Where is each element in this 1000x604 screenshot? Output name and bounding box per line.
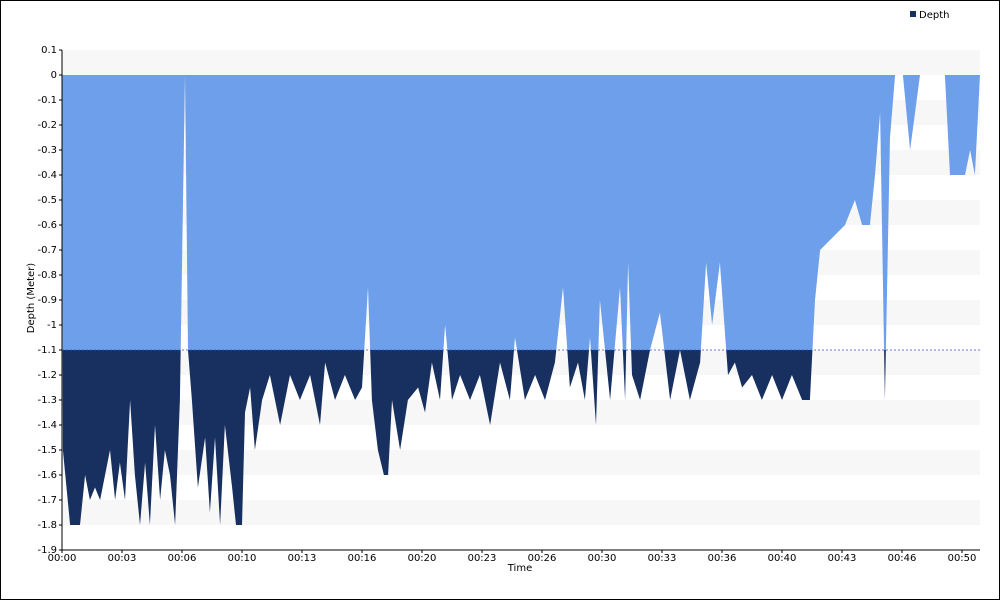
y-tick-label: -1.2 bbox=[37, 370, 57, 381]
legend-label: Depth bbox=[919, 10, 949, 21]
x-tick-label: 00:00 bbox=[48, 553, 77, 564]
x-tick-label: 00:50 bbox=[948, 553, 977, 564]
x-tick-label: 00:13 bbox=[288, 553, 317, 564]
y-tick-label: -0.8 bbox=[37, 270, 57, 281]
y-axis-title: Depth (Meter) bbox=[26, 263, 37, 334]
y-tick-label: -1.4 bbox=[37, 420, 57, 431]
area-lower bbox=[62, 350, 886, 525]
y-tick-label: 0 bbox=[51, 70, 57, 81]
grid-band bbox=[62, 50, 980, 75]
legend-swatch bbox=[910, 11, 916, 17]
y-tick-label: -1.7 bbox=[37, 495, 57, 506]
x-tick-label: 00:46 bbox=[888, 553, 917, 564]
y-tick-label: -1.5 bbox=[37, 445, 57, 456]
y-tick-label: -1.9 bbox=[37, 545, 57, 556]
x-tick-label: 00:33 bbox=[648, 553, 677, 564]
x-tick-label: 00:36 bbox=[708, 553, 737, 564]
x-tick-label: 00:23 bbox=[468, 553, 497, 564]
y-tick-label: -0.9 bbox=[37, 295, 57, 306]
y-tick-label: -0.2 bbox=[37, 120, 57, 131]
y-tick-label: -0.4 bbox=[37, 170, 57, 181]
x-tick-label: 00:16 bbox=[348, 553, 377, 564]
y-tick-label: -1.6 bbox=[37, 470, 57, 481]
y-tick-label: -0.6 bbox=[37, 220, 57, 231]
y-tick-label: 0.1 bbox=[41, 45, 57, 56]
y-tick-label: -0.3 bbox=[37, 145, 57, 156]
y-tick-label: -1.8 bbox=[37, 520, 57, 531]
x-tick-label: 00:43 bbox=[828, 553, 857, 564]
grid-band bbox=[62, 450, 980, 475]
x-tick-label: 00:40 bbox=[768, 553, 797, 564]
x-tick-label: 00:30 bbox=[588, 553, 617, 564]
area-upper bbox=[62, 75, 980, 350]
x-tick-label: 00:06 bbox=[168, 553, 197, 564]
y-tick-label: -1 bbox=[47, 320, 57, 331]
y-tick-label: -0.1 bbox=[37, 95, 57, 106]
grid-band bbox=[62, 500, 980, 525]
x-tick-label: 00:26 bbox=[528, 553, 557, 564]
x-axis-title: Time bbox=[507, 563, 532, 574]
y-tick-label: -0.7 bbox=[37, 245, 57, 256]
y-tick-label: -1.3 bbox=[37, 395, 57, 406]
y-tick-label: -0.5 bbox=[37, 195, 57, 206]
x-tick-label: 00:10 bbox=[228, 553, 257, 564]
y-tick-label: -1.1 bbox=[37, 345, 57, 356]
x-tick-label: 00:03 bbox=[108, 553, 137, 564]
x-tick-label: 00:20 bbox=[408, 553, 437, 564]
